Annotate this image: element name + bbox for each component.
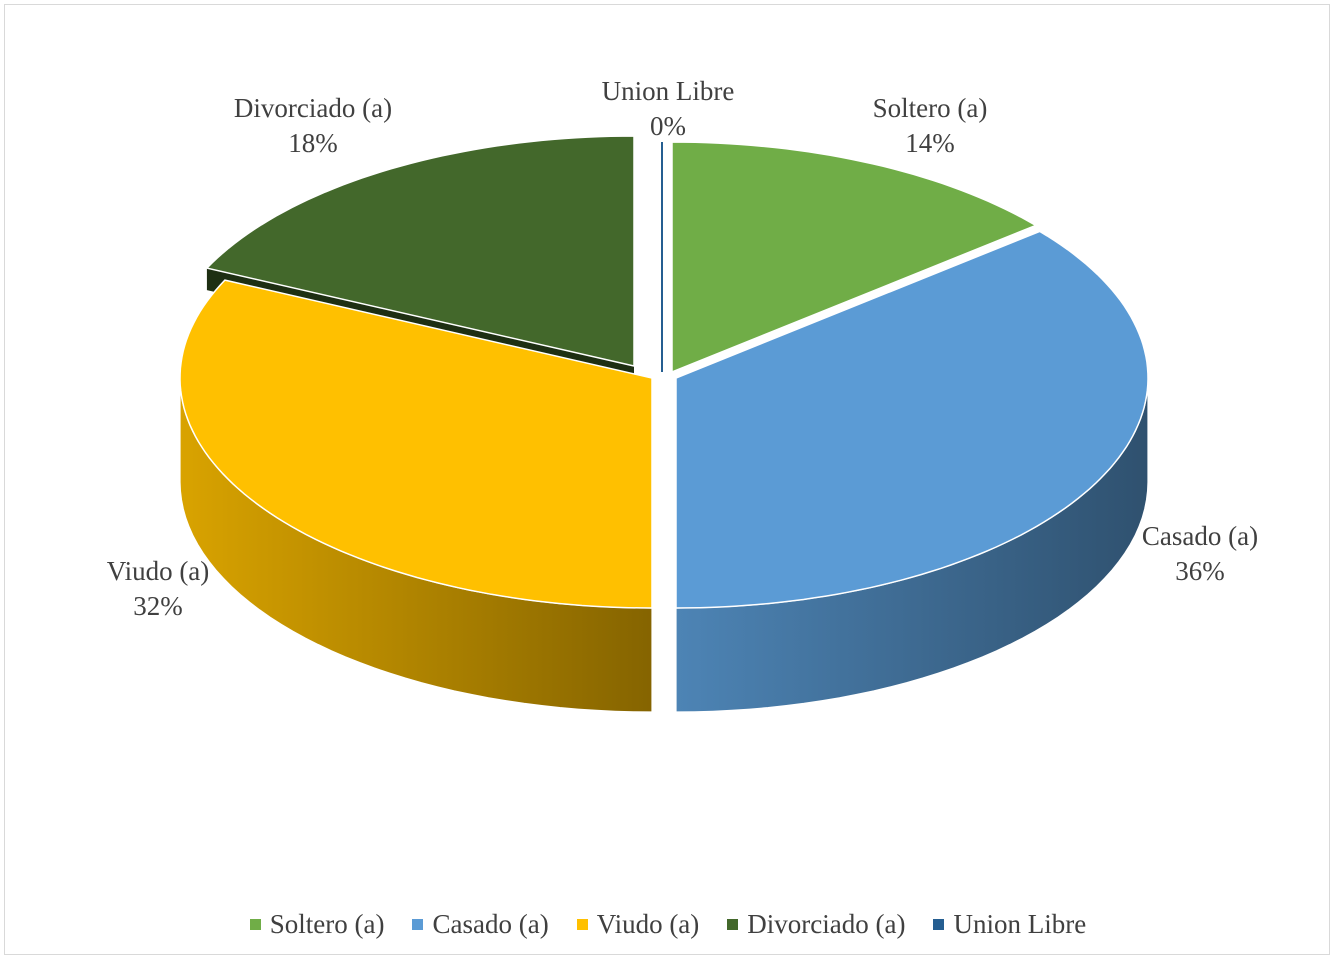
legend-item-0: Soltero (a) bbox=[249, 908, 385, 940]
pie-slice-2 bbox=[179, 279, 653, 609]
legend-label-0: Soltero (a) bbox=[269, 908, 385, 939]
legend-swatch-0 bbox=[249, 918, 261, 930]
legend-item-4: Union Libre bbox=[933, 909, 1086, 940]
legend-label-4: Union Libre bbox=[953, 908, 1087, 939]
legend-swatch-4 bbox=[933, 918, 945, 930]
data-label-4: Union Libre 0% bbox=[602, 76, 735, 141]
legend: Soltero (a) Casado (a) Viudo (a) Divorciado… bbox=[0, 902, 1336, 946]
legend-label-3: Divorciado (a) bbox=[747, 908, 906, 939]
legend-swatch-2 bbox=[576, 918, 588, 930]
data-label-2: Viudo (a) 32% bbox=[107, 556, 210, 621]
legend-label-1: Casado (a) bbox=[432, 908, 549, 939]
legend-item-2: Viudo (a) bbox=[576, 908, 700, 940]
legend-swatch-1 bbox=[412, 918, 424, 930]
data-label-0: Soltero (a) 14% bbox=[873, 93, 988, 158]
pie-slice-1 bbox=[675, 230, 1149, 609]
legend-swatch-3 bbox=[727, 918, 739, 930]
legend-item-3: Divorciado (a) bbox=[727, 909, 905, 940]
data-label-1: Casado (a) 36% bbox=[1142, 521, 1258, 586]
data-label-3: Divorciado (a) 18% bbox=[234, 93, 392, 158]
legend-item-1: Casado (a) bbox=[412, 908, 549, 940]
pie-slice-3 bbox=[205, 135, 635, 367]
pie-slice-0 bbox=[671, 141, 1038, 374]
legend-label-2: Viudo (a) bbox=[596, 908, 700, 939]
